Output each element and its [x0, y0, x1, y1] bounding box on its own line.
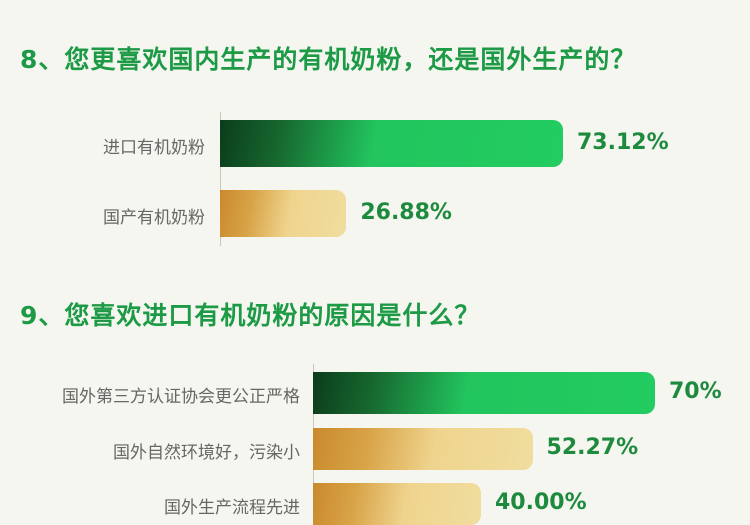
chart-title: 8、您更喜欢国内生产的有机奶粉，还是国外生产的？	[20, 45, 637, 74]
category-label: 国外第三方认证协会更公正严格	[62, 387, 300, 407]
data-label: 52.27%	[546, 434, 639, 460]
axis-line	[220, 112, 221, 246]
data-label: 26.88%	[360, 199, 452, 225]
bar	[220, 190, 347, 237]
category-label: 国外生产流程先进	[164, 498, 300, 518]
bar	[313, 483, 481, 525]
bar	[220, 120, 563, 167]
data-label: 40.00%	[495, 490, 587, 515]
chart-title: 9、您喜欢进口有机奶粉的原因是什么？	[20, 301, 481, 330]
bar	[313, 427, 533, 470]
category-label: 进口有机奶粉	[103, 137, 205, 158]
bar	[313, 372, 655, 414]
data-label: 70%	[669, 379, 722, 404]
category-label: 国外自然环境好，污染小	[113, 442, 300, 463]
category-label: 国产有机奶粉	[103, 207, 205, 228]
data-label: 73.12%	[577, 129, 669, 155]
